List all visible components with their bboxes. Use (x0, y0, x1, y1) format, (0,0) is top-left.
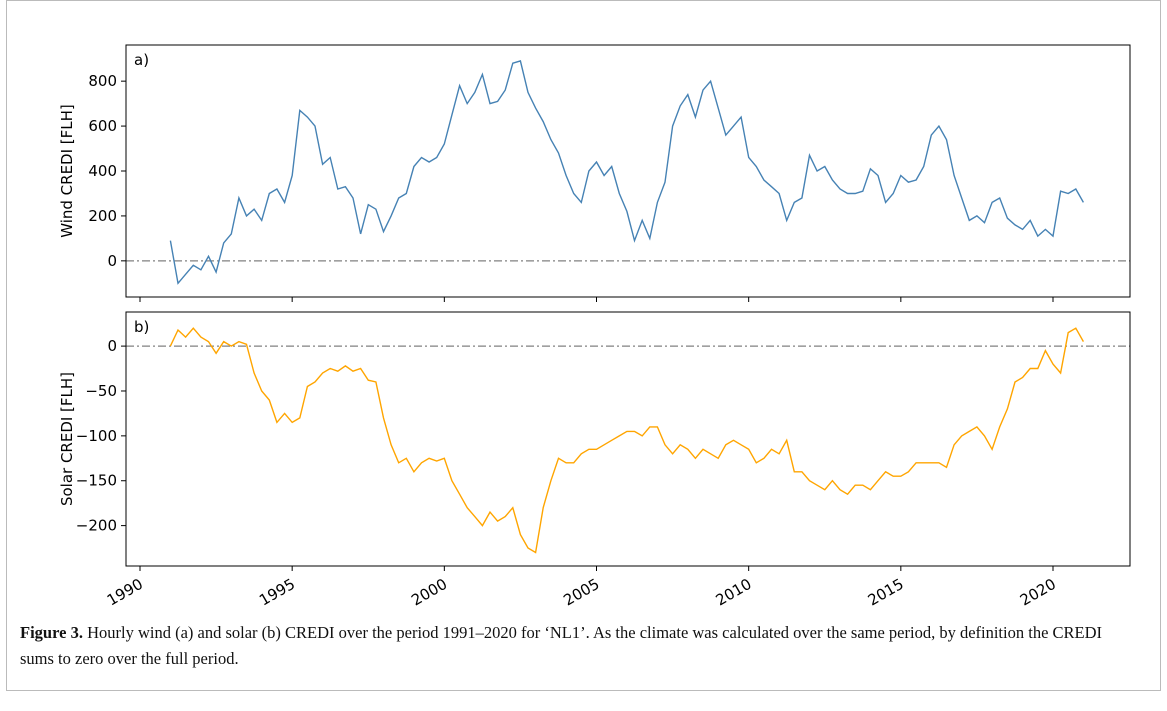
y-axis-label: Wind CREDI [FLH] (58, 104, 76, 238)
panel-label: b) (134, 318, 149, 336)
caption-text: Hourly wind (a) and solar (b) CREDI over… (20, 623, 1103, 668)
y-tick-label: 200 (88, 207, 117, 225)
y-axis-label: Solar CREDI [FLH] (58, 372, 76, 506)
axes-frame (125, 44, 1131, 298)
x-tick-label: 2000 (408, 575, 450, 610)
y-tick-label: −200 (76, 517, 117, 535)
series-line (169, 60, 1085, 285)
x-tick-label: 1995 (256, 575, 298, 610)
axes-frame (125, 311, 1131, 567)
panel-label: a) (134, 51, 149, 69)
x-tick-label: 2020 (1017, 575, 1059, 610)
y-tick-label: 400 (88, 162, 117, 180)
y-tick-label: 800 (88, 72, 117, 90)
y-tick-label: 0 (107, 252, 117, 270)
series-line (169, 327, 1085, 554)
y-tick-label: 0 (107, 337, 117, 355)
y-tick-label: −50 (85, 382, 117, 400)
figure-frame (6, 0, 1161, 691)
x-tick-label: 2015 (865, 575, 907, 610)
caption-label: Figure 3. (20, 623, 83, 642)
y-tick-label: −100 (76, 427, 117, 445)
y-tick-label: −150 (76, 472, 117, 490)
y-tick-label: 600 (88, 117, 117, 135)
x-tick-label: 2005 (560, 575, 602, 610)
x-tick-label: 1990 (104, 575, 146, 610)
x-tick-label: 2010 (713, 575, 755, 610)
caption: Figure 3. Hourly wind (a) and solar (b) … (20, 620, 1140, 672)
